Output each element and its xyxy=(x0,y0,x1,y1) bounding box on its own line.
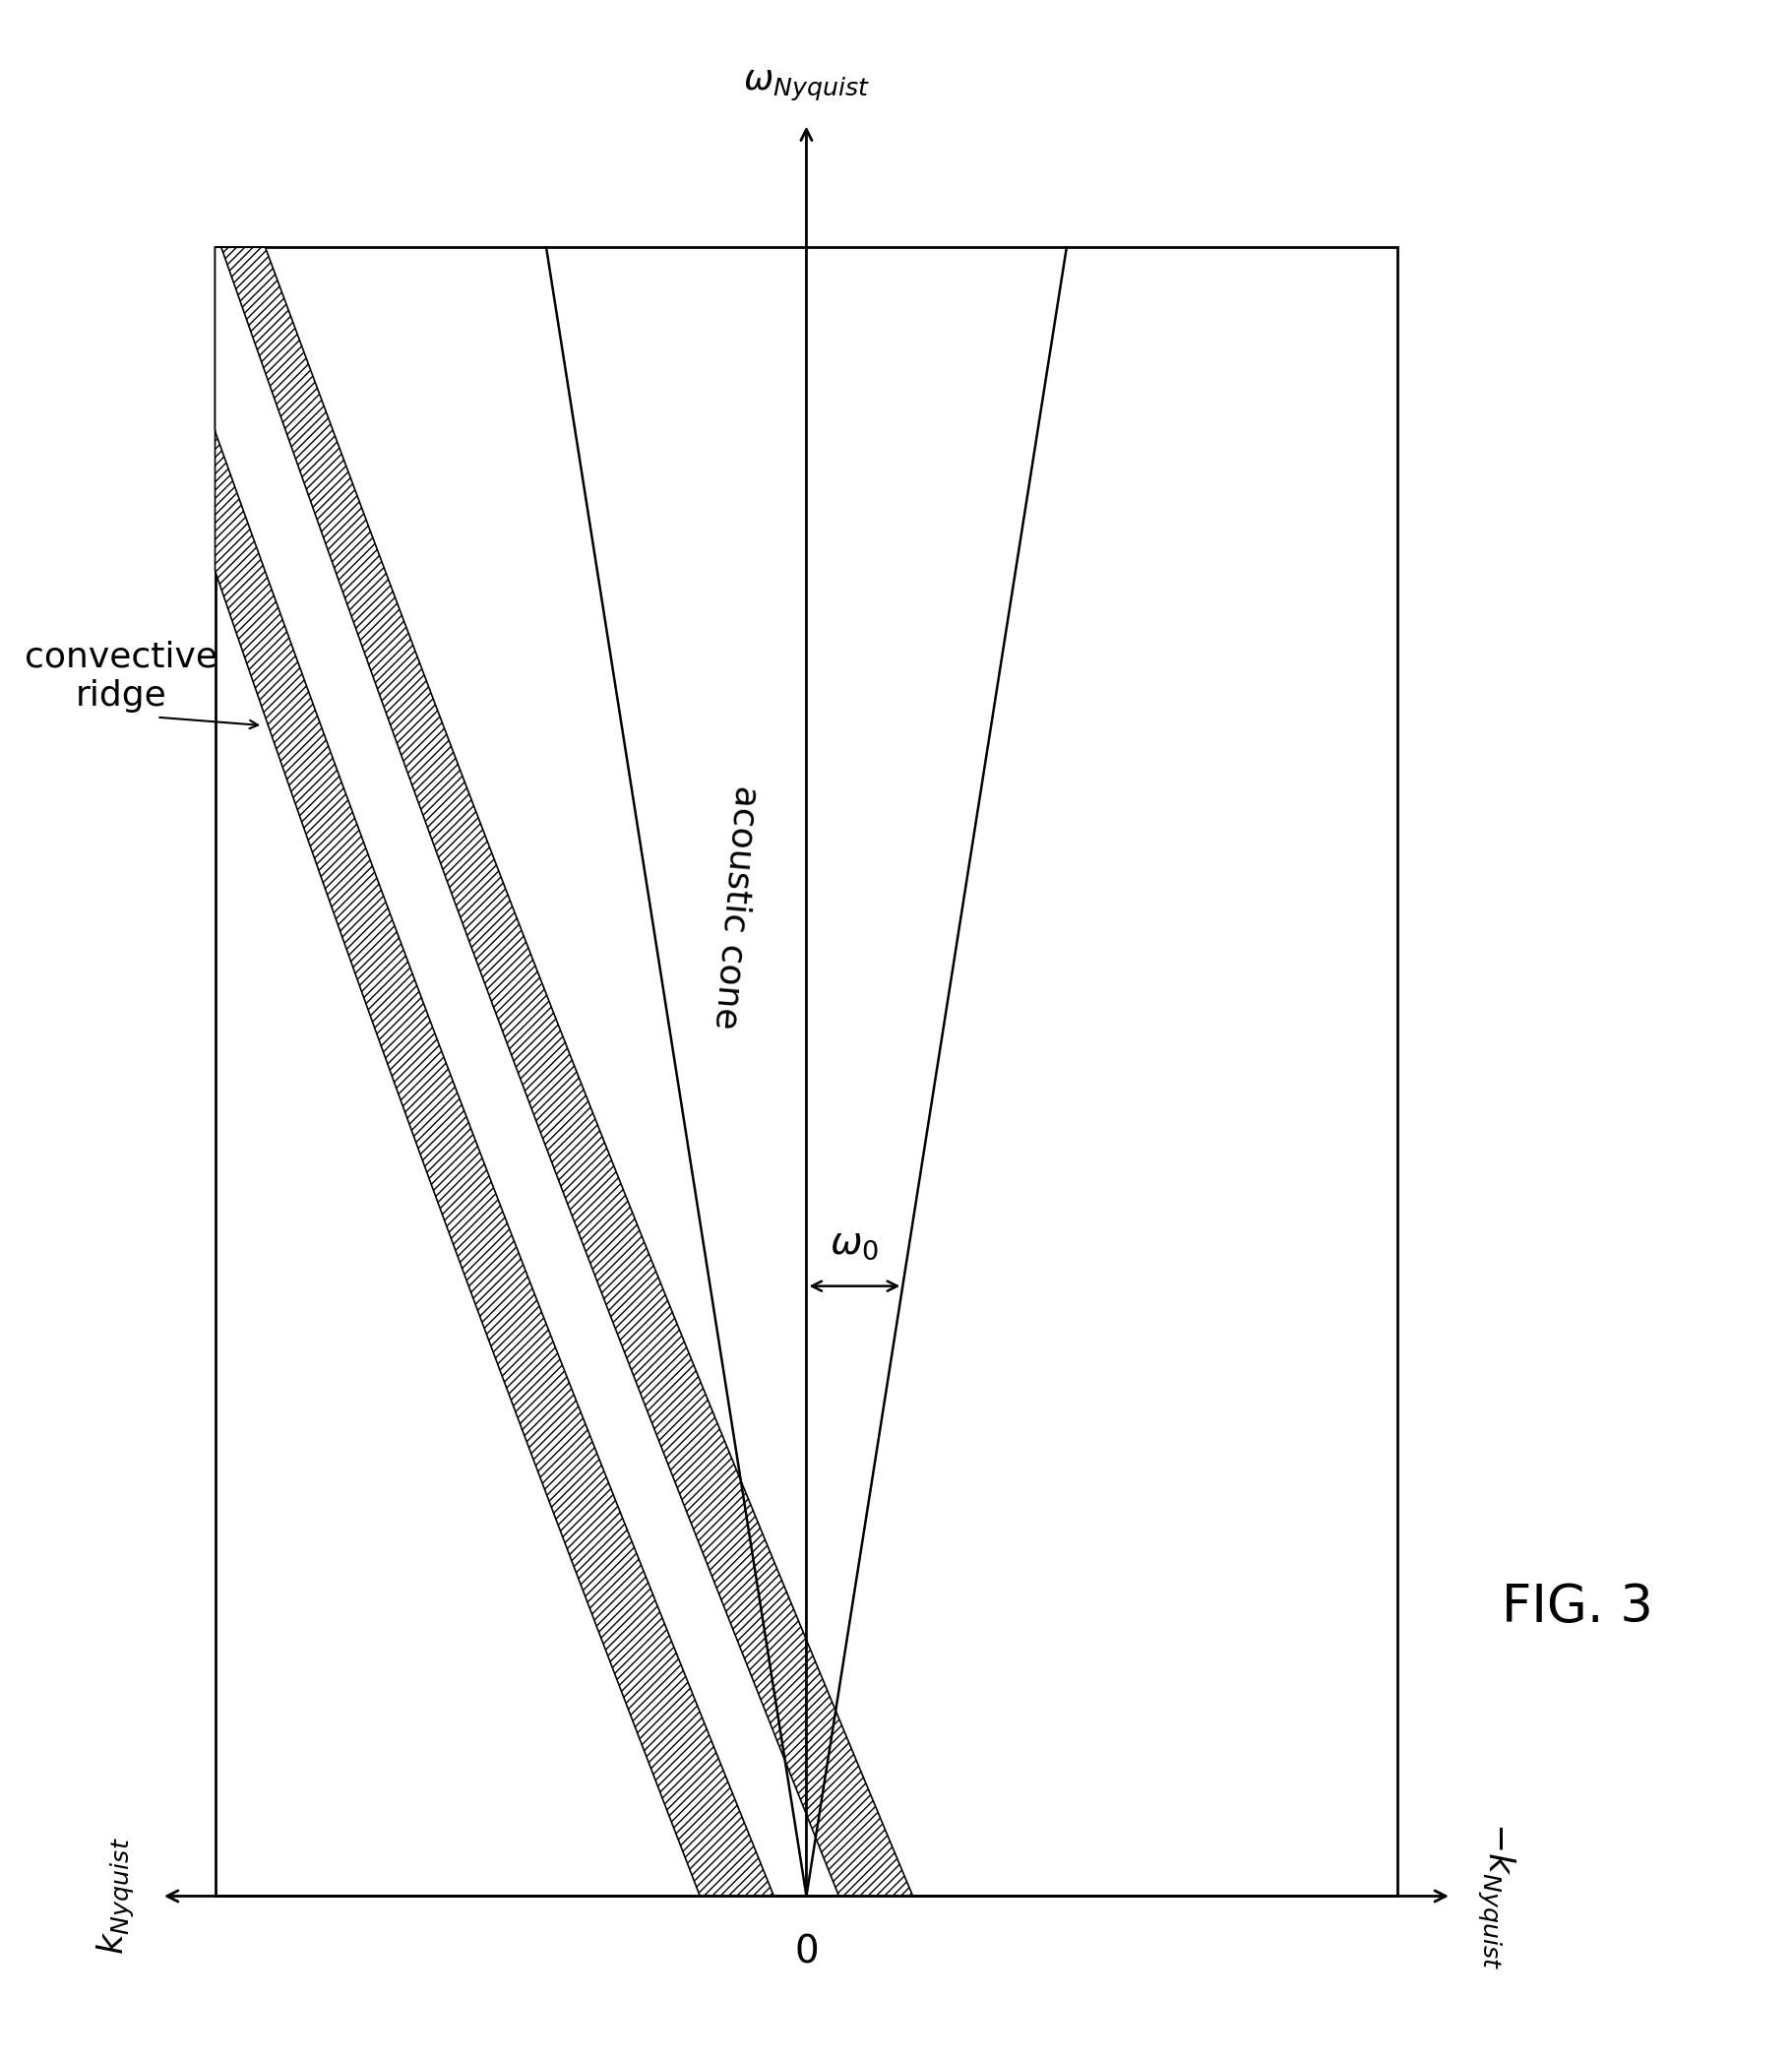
Text: convective
ridge: convective ridge xyxy=(25,639,217,713)
Polygon shape xyxy=(215,247,839,1896)
Text: $\omega_{Nyquist}$: $\omega_{Nyquist}$ xyxy=(744,68,869,103)
Text: acoustic cone: acoustic cone xyxy=(708,783,763,1030)
Polygon shape xyxy=(215,247,912,1896)
Text: FIG. 3: FIG. 3 xyxy=(1502,1583,1652,1632)
Bar xyxy=(215,247,1398,1896)
Text: 0: 0 xyxy=(794,1933,819,1970)
Text: $k_{Nyquist}$: $k_{Nyquist}$ xyxy=(95,1836,138,1956)
Text: $\omega_0$: $\omega_0$ xyxy=(830,1224,880,1261)
Text: $-k_{Nyquist}$: $-k_{Nyquist}$ xyxy=(1475,1822,1518,1970)
